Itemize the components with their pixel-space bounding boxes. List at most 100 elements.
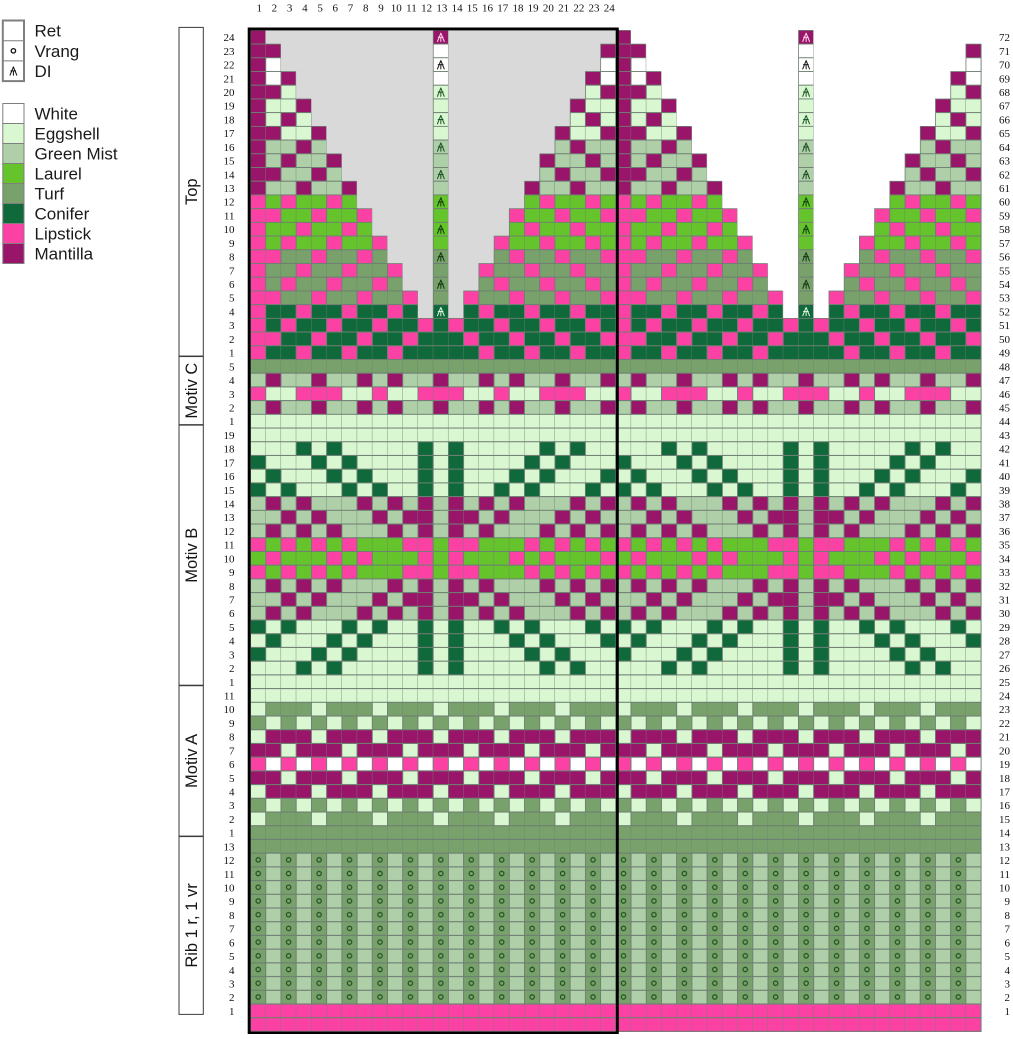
svg-text:39: 39 [999,485,1011,497]
svg-text:16: 16 [224,142,236,154]
svg-text:43: 43 [999,430,1011,442]
svg-text:18: 18 [512,3,524,15]
svg-text:7: 7 [229,745,235,757]
svg-text:13: 13 [436,3,448,15]
svg-text:Motiv A: Motiv A [183,734,201,788]
svg-text:2: 2 [229,402,235,414]
svg-text:22: 22 [224,60,235,72]
svg-text:66: 66 [999,114,1011,126]
svg-text:35: 35 [999,540,1011,552]
svg-text:2: 2 [229,334,235,346]
svg-text:11: 11 [224,210,235,222]
svg-text:38: 38 [999,498,1011,510]
svg-text:7: 7 [229,265,235,277]
svg-text:15: 15 [467,3,479,15]
svg-text:5: 5 [1005,951,1011,963]
svg-text:8: 8 [1005,910,1011,922]
svg-text:17: 17 [497,3,509,15]
svg-text:57: 57 [999,238,1011,250]
svg-text:2: 2 [229,992,235,1004]
svg-text:24: 24 [604,3,616,15]
svg-text:47: 47 [999,375,1011,387]
svg-text:16: 16 [999,800,1011,812]
svg-text:3: 3 [1005,978,1011,990]
svg-text:16: 16 [482,3,494,15]
svg-text:19: 19 [224,101,236,113]
svg-text:21: 21 [558,3,569,15]
svg-text:17: 17 [224,457,236,469]
svg-text:6: 6 [1005,937,1011,949]
svg-text:20: 20 [999,745,1011,757]
svg-text:1: 1 [229,348,235,360]
svg-text:11: 11 [224,540,235,552]
svg-text:Lipstick: Lipstick [35,225,92,244]
svg-text:18: 18 [999,773,1011,785]
svg-text:4: 4 [229,965,235,977]
svg-text:6: 6 [229,279,235,291]
svg-text:9: 9 [229,896,235,908]
svg-text:19: 19 [528,3,540,15]
svg-text:30: 30 [999,608,1011,620]
svg-text:Ret: Ret [35,22,62,41]
svg-text:28: 28 [999,636,1011,648]
svg-text:63: 63 [999,156,1011,168]
svg-text:18: 18 [224,444,236,456]
svg-text:13: 13 [224,183,236,195]
svg-text:36: 36 [999,526,1011,538]
svg-text:9: 9 [229,718,235,730]
svg-text:56: 56 [999,252,1011,264]
svg-text:2: 2 [229,663,235,675]
svg-text:70: 70 [999,60,1011,72]
svg-text:2: 2 [272,3,278,15]
svg-text:4: 4 [229,306,235,318]
svg-text:6: 6 [229,937,235,949]
svg-text:4: 4 [229,636,235,648]
svg-text:29: 29 [999,622,1011,634]
svg-text:54: 54 [999,279,1011,291]
svg-text:2: 2 [1005,992,1011,1004]
svg-text:1: 1 [1005,1006,1011,1018]
svg-text:10: 10 [224,553,236,565]
svg-text:12: 12 [224,197,235,209]
svg-text:26: 26 [999,663,1011,675]
svg-text:69: 69 [999,73,1011,85]
svg-text:71: 71 [999,46,1010,58]
svg-text:Turf: Turf [35,185,65,204]
svg-text:5: 5 [229,361,235,373]
svg-text:40: 40 [999,471,1011,483]
svg-text:37: 37 [999,512,1011,524]
svg-text:17: 17 [224,128,236,140]
svg-text:58: 58 [999,224,1011,236]
svg-text:4: 4 [1005,965,1011,977]
svg-text:3: 3 [287,3,293,15]
svg-text:3: 3 [229,800,235,812]
svg-text:23: 23 [999,704,1011,716]
svg-text:22: 22 [573,3,584,15]
svg-text:Mantilla: Mantilla [35,245,94,264]
svg-text:Motiv C: Motiv C [183,363,201,419]
svg-text:5: 5 [229,773,235,785]
svg-text:1: 1 [229,677,235,689]
svg-text:1: 1 [229,828,235,840]
svg-text:23: 23 [224,46,236,58]
svg-text:18: 18 [224,114,236,126]
svg-text:11: 11 [224,690,235,702]
svg-text:Rib 1 r, 1 vr: Rib 1 r, 1 vr [183,883,201,968]
svg-text:Top: Top [183,178,201,205]
svg-text:20: 20 [543,3,555,15]
svg-text:9: 9 [229,567,235,579]
svg-text:22: 22 [999,718,1010,730]
svg-text:White: White [35,105,78,124]
svg-text:59: 59 [999,210,1011,222]
svg-text:6: 6 [229,608,235,620]
svg-text:67: 67 [999,101,1011,113]
svg-text:Eggshell: Eggshell [35,125,100,144]
svg-text:4: 4 [229,375,235,387]
svg-text:55: 55 [999,265,1011,277]
svg-text:8: 8 [229,910,235,922]
svg-text:9: 9 [378,3,384,15]
svg-text:10: 10 [224,224,236,236]
svg-text:13: 13 [224,841,236,853]
svg-text:Motiv B: Motiv B [183,528,201,583]
svg-text:45: 45 [999,402,1011,414]
